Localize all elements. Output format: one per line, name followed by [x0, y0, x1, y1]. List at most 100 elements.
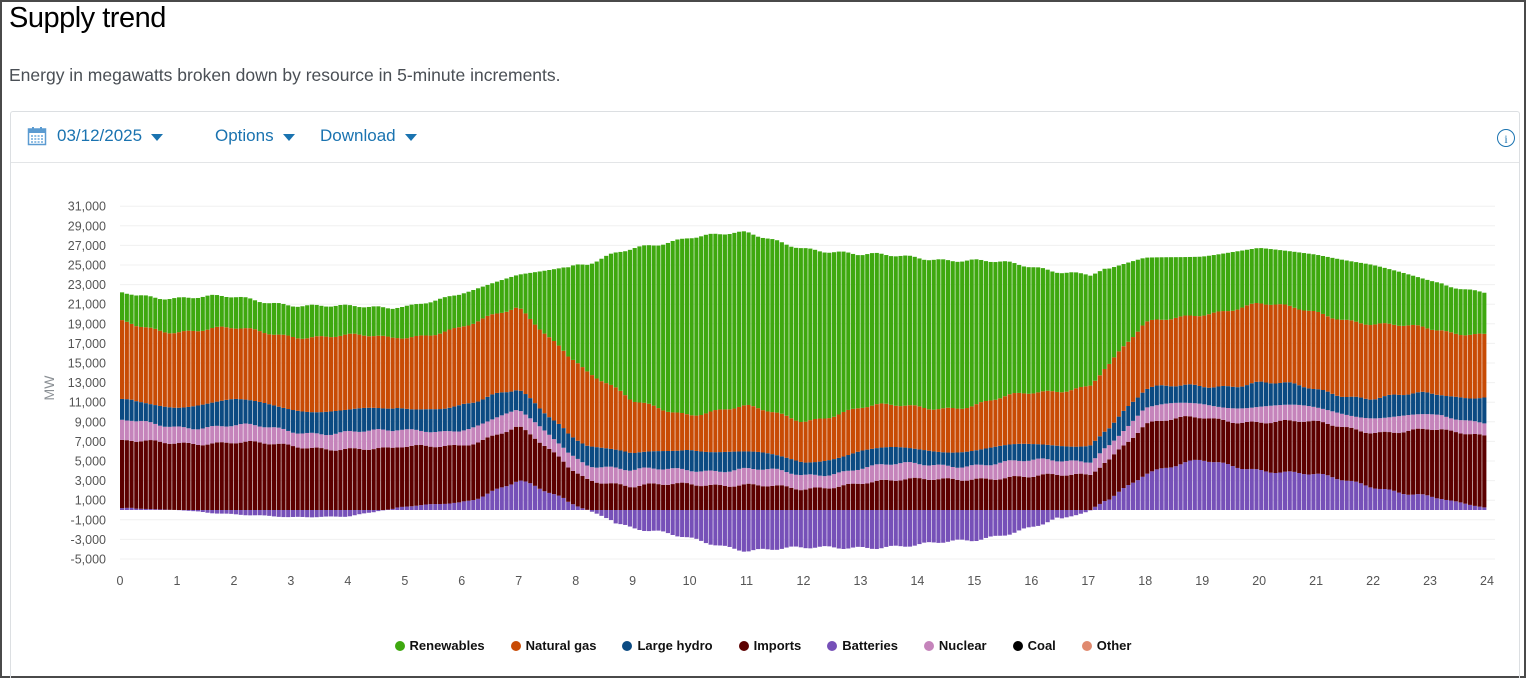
bar-stack[interactable]	[785, 245, 789, 548]
bar-stack[interactable]	[144, 295, 148, 510]
bar-stack[interactable]	[633, 248, 637, 528]
bar-stack[interactable]	[467, 292, 471, 510]
bar-stack[interactable]	[576, 264, 580, 510]
bar-stack[interactable]	[1402, 273, 1406, 510]
bar-stack[interactable]	[756, 237, 760, 549]
bar-stack[interactable]	[1297, 252, 1301, 510]
bar-stack[interactable]	[1264, 249, 1268, 510]
bar-stack[interactable]	[1221, 254, 1225, 510]
bar-stack[interactable]	[642, 245, 646, 531]
bar-stack[interactable]	[1425, 280, 1429, 510]
bar-stack[interactable]	[300, 306, 304, 517]
bar-stack[interactable]	[690, 238, 694, 537]
bar-stack[interactable]	[319, 306, 323, 517]
bar-stack[interactable]	[804, 248, 808, 548]
bar-stack[interactable]	[818, 251, 822, 546]
bar-stack[interactable]	[134, 296, 138, 511]
bar-stack[interactable]	[770, 239, 774, 550]
bar-stack[interactable]	[1145, 258, 1149, 510]
bar-stack[interactable]	[523, 274, 527, 510]
bar-stack[interactable]	[671, 241, 675, 535]
bar-stack[interactable]	[1254, 248, 1258, 510]
bar-stack[interactable]	[870, 253, 874, 549]
bar-stack[interactable]	[1269, 249, 1273, 510]
bar-stack[interactable]	[728, 234, 732, 547]
bar-stack[interactable]	[652, 246, 656, 531]
bar-stack[interactable]	[495, 282, 499, 510]
bar-stack[interactable]	[993, 262, 997, 536]
bar-stack[interactable]	[504, 278, 508, 510]
bar-stack[interactable]	[614, 252, 618, 523]
bar-stack[interactable]	[875, 253, 879, 549]
bar-stack[interactable]	[1003, 261, 1007, 535]
bar-stack[interactable]	[1449, 287, 1453, 510]
bar-stack[interactable]	[1392, 270, 1396, 510]
bar-stack[interactable]	[1440, 283, 1444, 510]
bar-stack[interactable]	[1478, 291, 1482, 510]
bar-stack[interactable]	[946, 260, 950, 542]
bar-stack[interactable]	[1008, 262, 1012, 535]
bar-stack[interactable]	[922, 260, 926, 543]
bar-stack[interactable]	[822, 253, 826, 547]
bar-stack[interactable]	[120, 292, 124, 510]
bar-stack[interactable]	[837, 252, 841, 549]
bar-stack[interactable]	[865, 254, 869, 548]
bar-stack[interactable]	[656, 246, 660, 531]
bar-stack[interactable]	[1065, 273, 1069, 518]
bar-stack[interactable]	[913, 257, 917, 546]
bar-stack[interactable]	[376, 306, 380, 511]
bar-stack[interactable]	[485, 285, 489, 510]
bar-stack[interactable]	[448, 296, 452, 510]
bar-stack[interactable]	[1017, 265, 1021, 531]
bar-stack[interactable]	[1060, 273, 1064, 518]
bar-stack[interactable]	[647, 245, 651, 531]
bar-stack[interactable]	[789, 247, 793, 547]
bar-stack[interactable]	[1345, 261, 1349, 510]
bar-stack[interactable]	[329, 307, 333, 517]
bar-stack[interactable]	[623, 251, 627, 525]
bar-stack[interactable]	[481, 287, 485, 510]
bar-stack[interactable]	[253, 300, 257, 515]
bar-stack[interactable]	[965, 261, 969, 541]
bar-stack[interactable]	[500, 280, 504, 510]
bar-stack[interactable]	[191, 298, 195, 511]
bar-stack[interactable]	[528, 273, 532, 510]
bar-stack[interactable]	[1041, 268, 1045, 524]
bar-stack[interactable]	[1226, 253, 1230, 510]
bar-stack[interactable]	[941, 259, 945, 542]
bar-stack[interactable]	[1292, 252, 1296, 510]
bar-stack[interactable]	[974, 259, 978, 541]
bar-stack[interactable]	[129, 295, 133, 510]
bar-stack[interactable]	[1354, 262, 1358, 510]
bar-stack[interactable]	[552, 269, 556, 510]
bar-stack[interactable]	[1055, 273, 1059, 518]
bar-stack[interactable]	[272, 303, 276, 516]
bar-stack[interactable]	[970, 260, 974, 542]
bar-stack[interactable]	[1387, 269, 1391, 510]
bar-stack[interactable]	[1141, 258, 1145, 510]
bar-stack[interactable]	[1383, 268, 1387, 510]
bar-stack[interactable]	[400, 307, 404, 510]
bar-stack[interactable]	[177, 297, 181, 510]
bar-stack[interactable]	[1411, 276, 1415, 510]
bar-stack[interactable]	[291, 307, 295, 517]
bar-stack[interactable]	[1231, 252, 1235, 510]
bar-stack[interactable]	[224, 297, 228, 514]
bar-stack[interactable]	[158, 299, 162, 510]
bar-stack[interactable]	[609, 254, 613, 520]
bar-stack[interactable]	[229, 297, 233, 513]
bar-stack[interactable]	[1212, 255, 1216, 510]
bar-stack[interactable]	[395, 308, 399, 510]
legend-item-renewables[interactable]: Renewables	[395, 638, 485, 653]
legend-item-other[interactable]: Other	[1082, 638, 1132, 653]
bar-stack[interactable]	[1278, 250, 1282, 510]
bar-stack[interactable]	[139, 295, 143, 510]
bar-stack[interactable]	[1283, 251, 1287, 510]
bar-stack[interactable]	[794, 248, 798, 547]
bar-stack[interactable]	[580, 265, 584, 510]
bar-stack[interactable]	[547, 270, 551, 510]
bar-stack[interactable]	[324, 307, 328, 517]
bar-stack[interactable]	[1273, 250, 1277, 510]
bar-stack[interactable]	[163, 300, 167, 510]
bar-stack[interactable]	[1373, 265, 1377, 510]
